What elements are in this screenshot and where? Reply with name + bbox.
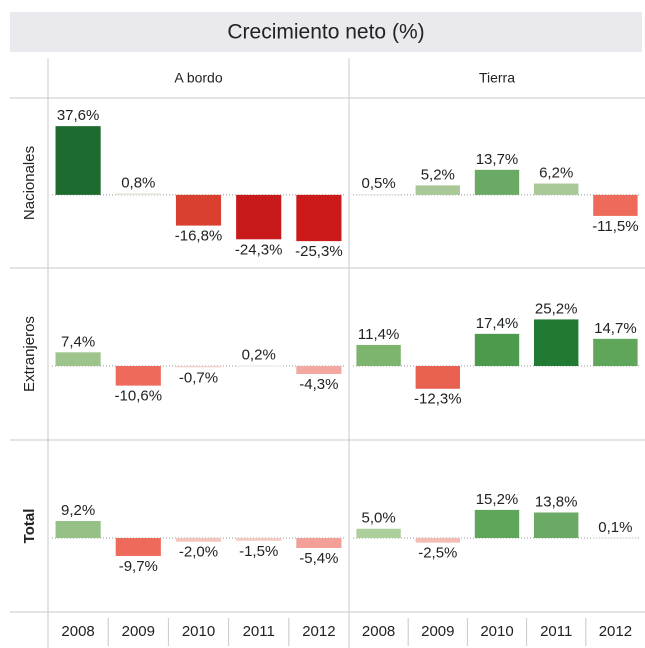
value-label: -5,4% bbox=[299, 550, 338, 567]
bar bbox=[593, 194, 638, 216]
value-label: 0,1% bbox=[598, 519, 632, 536]
x-tick-label: 2009 bbox=[421, 623, 454, 640]
value-label: 14,7% bbox=[594, 320, 637, 337]
bar bbox=[356, 344, 401, 367]
value-label: -9,7% bbox=[119, 558, 158, 575]
value-label: -1,5% bbox=[239, 543, 278, 560]
bar bbox=[474, 509, 520, 539]
bar bbox=[415, 366, 460, 389]
bar bbox=[534, 319, 579, 367]
x-tick-label: 2008 bbox=[362, 623, 395, 640]
bar bbox=[474, 333, 520, 367]
value-label: -0,7% bbox=[179, 369, 218, 386]
bar bbox=[356, 528, 401, 539]
value-label: -10,6% bbox=[115, 388, 163, 405]
bar bbox=[296, 538, 342, 549]
value-label: 6,2% bbox=[539, 165, 573, 182]
value-label: 37,6% bbox=[57, 107, 100, 124]
value-label: -11,5% bbox=[592, 218, 638, 235]
x-tick-label: 2011 bbox=[540, 623, 572, 640]
bar bbox=[55, 126, 101, 195]
x-tick-label: 2012 bbox=[302, 623, 335, 640]
value-label: 11,4% bbox=[358, 326, 399, 343]
value-label: -12,3% bbox=[414, 391, 462, 408]
bar bbox=[115, 538, 161, 556]
value-label: -16,8% bbox=[175, 228, 223, 245]
value-label: -4,3% bbox=[299, 376, 338, 393]
x-tick-label: 2010 bbox=[480, 623, 513, 640]
bar bbox=[474, 169, 520, 195]
value-label: 17,4% bbox=[476, 315, 519, 332]
value-label: -2,0% bbox=[179, 544, 218, 561]
x-tick-label: 2010 bbox=[182, 623, 215, 640]
value-label: 9,2% bbox=[61, 502, 95, 519]
bar bbox=[115, 193, 161, 195]
bar bbox=[593, 338, 638, 367]
x-tick-label: 2009 bbox=[122, 623, 155, 640]
value-label: 5,0% bbox=[361, 510, 395, 527]
bar bbox=[415, 538, 460, 543]
bar bbox=[175, 194, 222, 226]
value-label: 13,7% bbox=[476, 151, 519, 168]
value-label: -24,3% bbox=[235, 241, 283, 258]
title-bar bbox=[10, 12, 642, 52]
value-label: -25,3% bbox=[295, 243, 343, 260]
bar bbox=[236, 194, 282, 240]
x-tick-label: 2008 bbox=[61, 623, 94, 640]
row-header: Nacionales bbox=[21, 146, 38, 220]
value-label: 13,8% bbox=[535, 493, 578, 510]
column-header: Tierra bbox=[479, 70, 515, 86]
bar bbox=[356, 193, 401, 195]
bar bbox=[115, 366, 161, 386]
x-tick-label: 2011 bbox=[243, 623, 275, 640]
value-label: 7,4% bbox=[61, 333, 95, 350]
bar bbox=[296, 194, 342, 242]
value-label: 0,5% bbox=[361, 175, 395, 192]
value-label: -2,5% bbox=[418, 545, 457, 562]
bar bbox=[55, 352, 101, 367]
value-label: 0,2% bbox=[242, 347, 276, 364]
bar bbox=[236, 365, 282, 367]
value-label: 25,2% bbox=[535, 300, 578, 317]
bar bbox=[534, 512, 579, 539]
value-label: 5,2% bbox=[421, 166, 455, 183]
value-label: 15,2% bbox=[476, 491, 519, 508]
bar bbox=[175, 538, 222, 542]
bar bbox=[55, 521, 101, 539]
row-header: Total bbox=[21, 509, 38, 544]
bar bbox=[175, 366, 222, 368]
x-tick-label: 2012 bbox=[599, 623, 632, 640]
chart-title: Crecimiento neto (%) bbox=[227, 21, 424, 44]
column-header: A bordo bbox=[174, 70, 222, 86]
bar bbox=[534, 183, 579, 195]
bar bbox=[415, 185, 460, 195]
bar bbox=[236, 538, 282, 541]
value-label: 0,8% bbox=[121, 174, 155, 191]
bar bbox=[593, 537, 638, 539]
bar bbox=[296, 366, 342, 374]
row-header: Extranjeros bbox=[21, 316, 38, 392]
